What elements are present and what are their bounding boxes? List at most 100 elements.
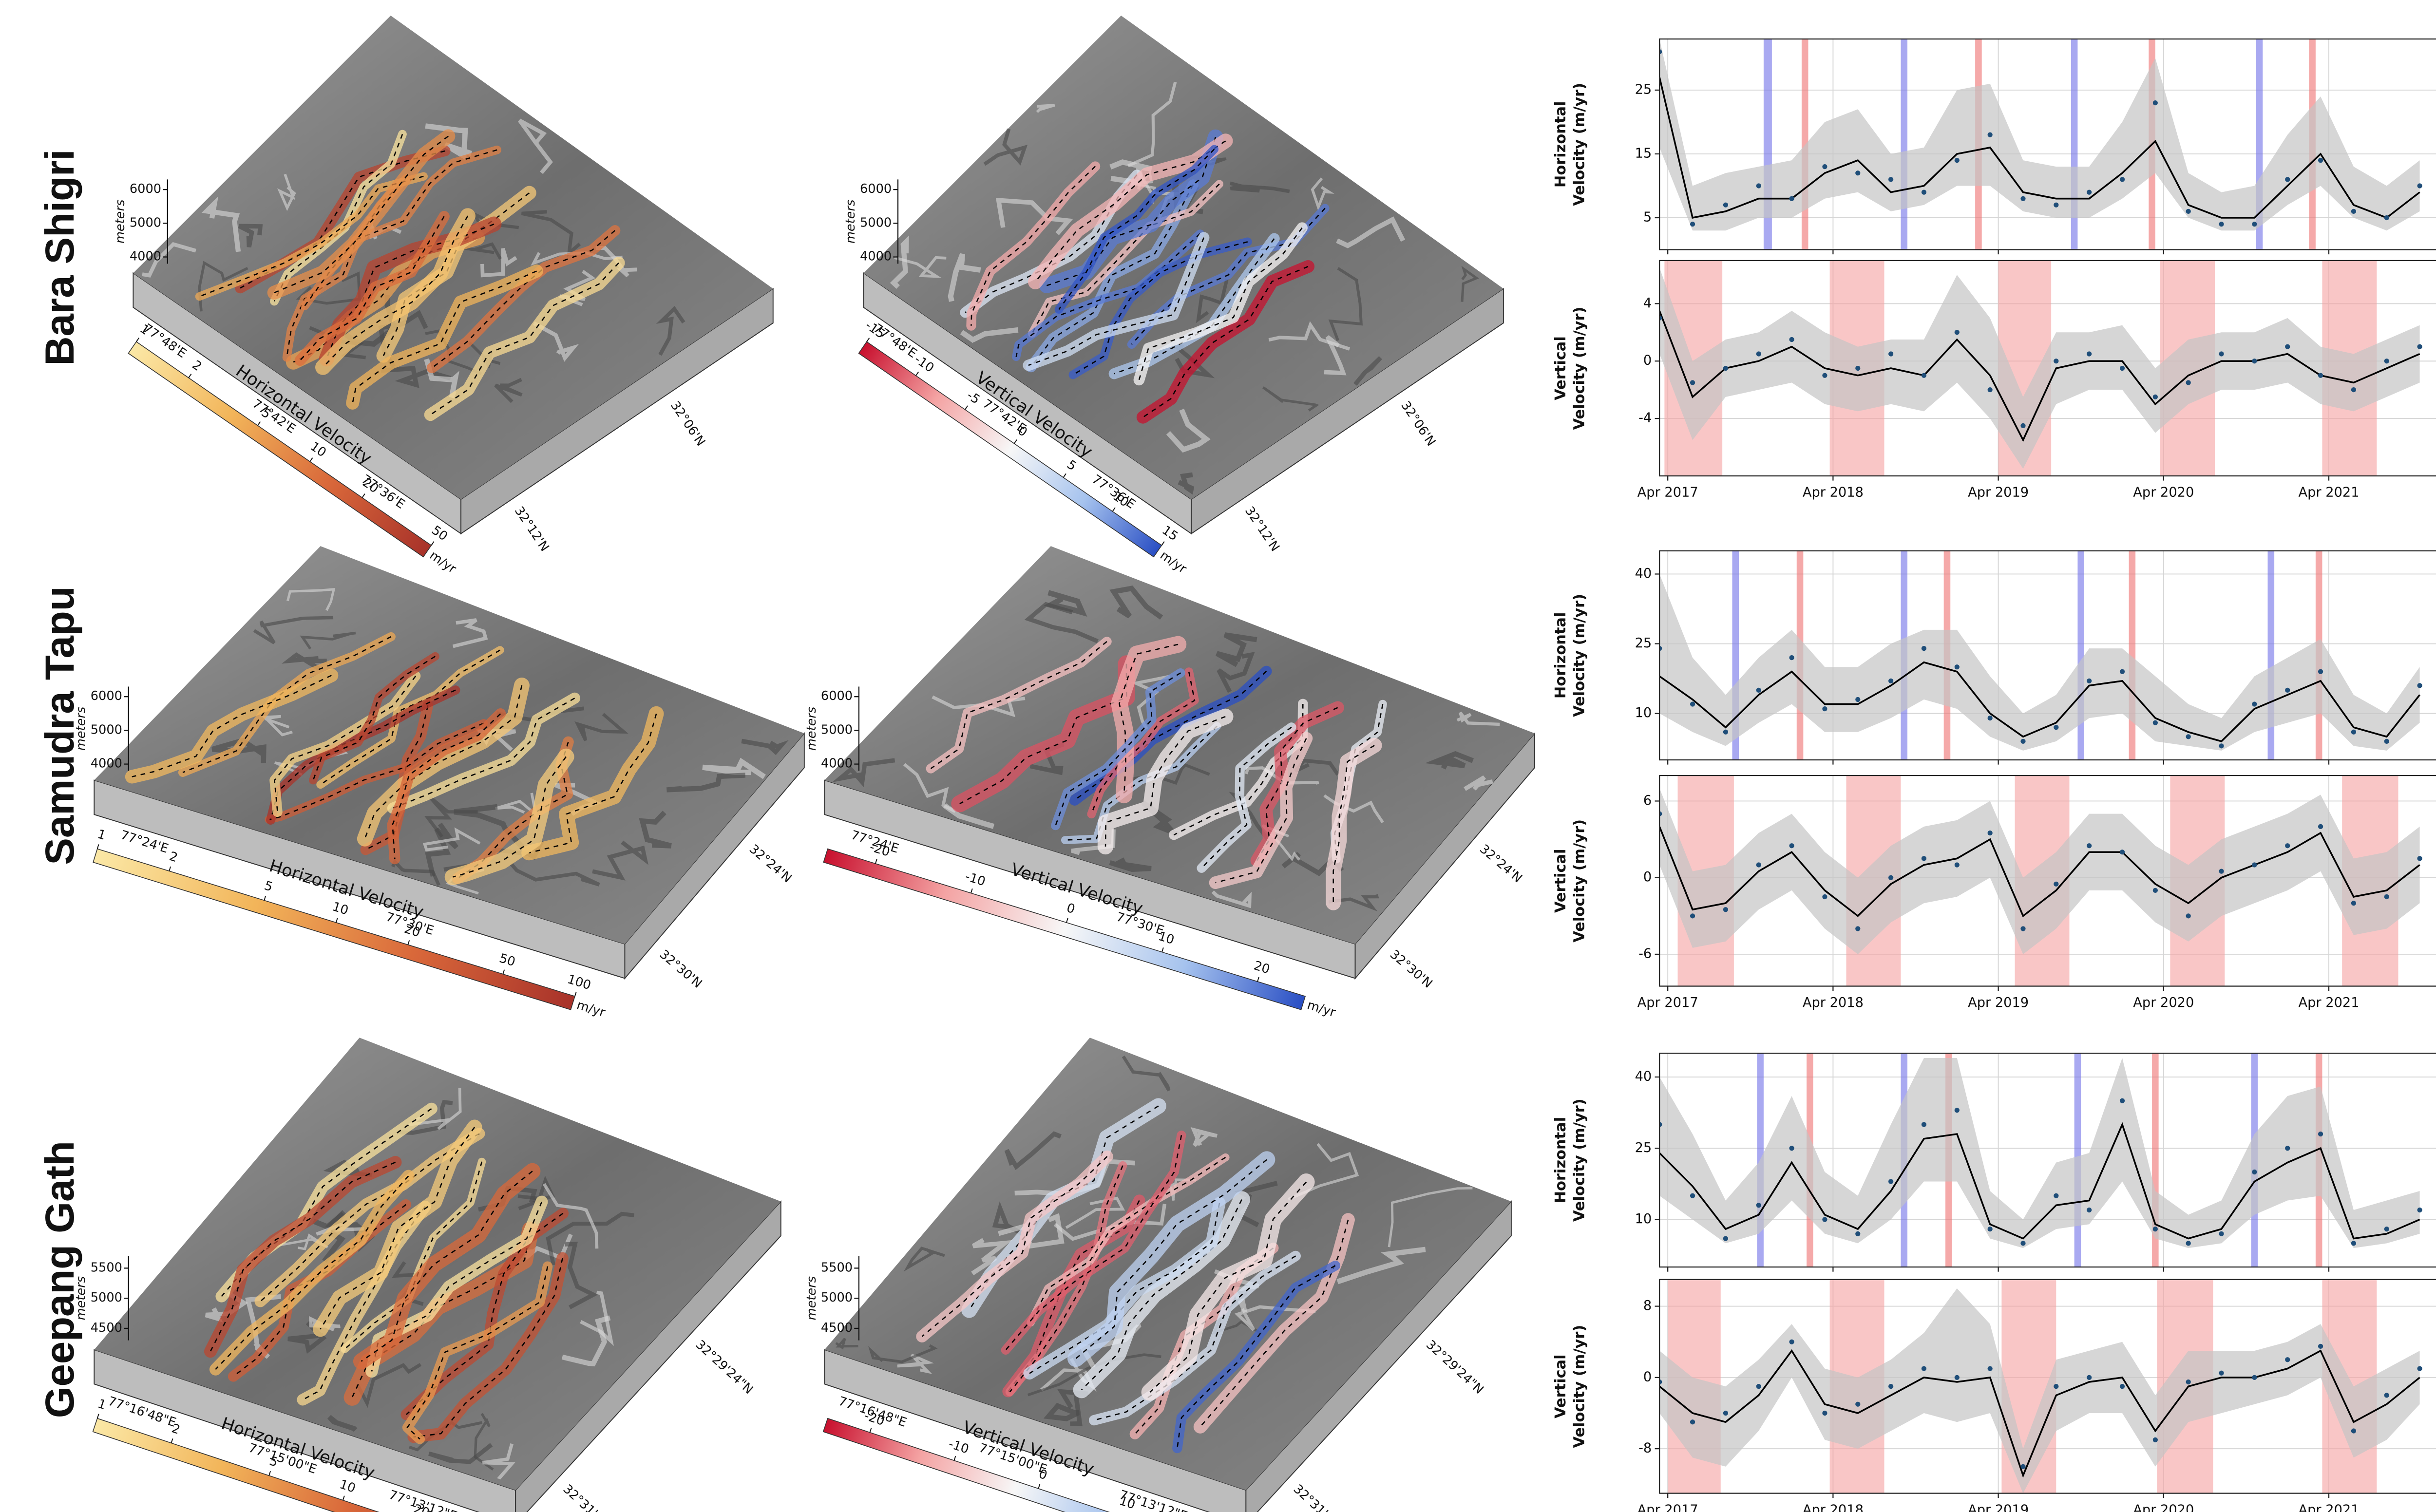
observation-dot — [1756, 1203, 1761, 1208]
observation-dot — [2318, 1132, 2323, 1136]
season-span — [1764, 39, 1772, 249]
x-tick-label: Apr 2017 — [1637, 485, 1698, 500]
observation-dot — [1955, 664, 1960, 669]
observation-dot — [2087, 1208, 2092, 1212]
elevation-tick-label: 5000 — [130, 215, 161, 230]
observation-dot — [2285, 1146, 2290, 1151]
observation-dot — [1855, 697, 1860, 702]
elevation-label: meters — [804, 1276, 819, 1320]
colorbar-tick — [1038, 1484, 1040, 1489]
y-axis-label: Horizontal — [1552, 612, 1569, 699]
observation-dot — [2120, 366, 2125, 371]
observation-dot — [2252, 359, 2257, 363]
elevation-tick-label: 4000 — [860, 249, 892, 264]
observation-dot — [2351, 901, 2356, 906]
elevation-label: meters — [74, 1276, 89, 1320]
figure: Bara ShigriSamudra TapuGeepang Gath40005… — [0, 0, 2436, 1512]
observation-dot — [2351, 1241, 2356, 1246]
colorbar-tick-label: 50 — [497, 951, 517, 969]
y-axis-label: Velocity (m/yr) — [1571, 819, 1588, 943]
lat-label: 32°30'N — [657, 947, 705, 991]
y-tick-label: 25 — [1635, 636, 1652, 651]
elevation-tick-label: 4000 — [91, 756, 122, 771]
observation-dot — [1855, 926, 1860, 931]
elevation-tick-label: 5000 — [821, 722, 853, 737]
observation-dot — [2020, 423, 2025, 428]
observation-dot — [1756, 183, 1761, 188]
observation-dot — [2252, 222, 2257, 227]
observation-dot — [1690, 1419, 1695, 1424]
x-tick-label: Apr 2020 — [2133, 485, 2194, 500]
elevation-tick-label: 4000 — [821, 756, 853, 771]
elevation-tick-label: 5500 — [91, 1260, 122, 1275]
observation-dot — [2153, 720, 2158, 725]
observation-dot — [2219, 869, 2224, 873]
elevation-tick-label: 6000 — [821, 689, 853, 703]
observation-dot — [2153, 100, 2158, 105]
observation-dot — [2285, 177, 2290, 182]
y-tick-label: 25 — [1635, 1140, 1652, 1155]
elevation-tick-label: 4000 — [130, 249, 161, 264]
observation-dot — [2186, 913, 2191, 918]
colorbar-tick — [97, 1414, 99, 1418]
observation-dot — [2120, 177, 2125, 182]
colorbar-tick — [875, 859, 877, 864]
observation-dot — [2417, 344, 2422, 349]
colorbar-tick-label: 2 — [190, 358, 204, 374]
lat-label: 32°29'24"N — [693, 1337, 756, 1397]
colorbar-tick-label: 10 — [1157, 929, 1176, 947]
observation-dot — [2219, 222, 2224, 227]
observation-dot — [2219, 351, 2224, 356]
observation-dot — [1789, 1146, 1794, 1151]
x-tick-label: Apr 2018 — [1803, 485, 1864, 500]
lat-label: 32°24'N — [746, 842, 795, 886]
colorbar-tick-label: 5 — [1064, 457, 1079, 474]
colorbar-tick — [343, 1496, 344, 1500]
observation-dot — [2318, 373, 2323, 378]
observation-dot — [1690, 380, 1695, 385]
row-label: Bara Shigri — [37, 149, 82, 365]
observation-dot — [1690, 701, 1695, 706]
colorbar-tick — [336, 918, 338, 923]
observation-dot — [1822, 1217, 1827, 1222]
colorbar-tick — [916, 372, 918, 376]
y-axis-label: Velocity (m/yr) — [1571, 1098, 1588, 1222]
observation-dot — [2219, 743, 2224, 748]
y-tick-label: 15 — [1635, 146, 1652, 161]
colorbar-tick — [965, 406, 968, 410]
y-tick-label: 40 — [1635, 1069, 1652, 1084]
x-tick-label: Apr 2019 — [1968, 1502, 2029, 1512]
colorbar-tick-label: 15 — [1159, 523, 1180, 544]
time-series-chart: 102540HorizontalVelocity (m/yr) — [1552, 551, 2436, 765]
season-span — [2077, 551, 2084, 760]
colorbar-tick — [169, 867, 171, 871]
observation-dot — [1822, 1411, 1827, 1416]
y-axis-label: Vertical — [1552, 849, 1569, 913]
observation-dot — [2054, 359, 2058, 363]
elevation-tick-label: 6000 — [91, 689, 122, 703]
observation-dot — [2417, 683, 2422, 688]
observation-dot — [2020, 926, 2025, 931]
y-axis-label: Velocity (m/yr) — [1571, 83, 1588, 206]
observation-dot — [1988, 1366, 1993, 1371]
observation-dot — [1955, 1108, 1960, 1113]
observation-dot — [2186, 1241, 2191, 1246]
observation-dot — [2285, 344, 2290, 349]
observation-dot — [2186, 209, 2191, 214]
observation-dot — [1922, 1122, 1926, 1127]
observation-dot — [1756, 862, 1761, 867]
colorbar-tick-label: 10 — [338, 1477, 357, 1496]
colorbar-tick-label: 10 — [331, 899, 350, 918]
observation-dot — [1955, 330, 1960, 335]
colorbar-tick-label: -5 — [964, 388, 983, 407]
colorbar-tick-label: 2 — [168, 849, 179, 865]
observation-dot — [2252, 1170, 2257, 1174]
observation-dot — [1988, 132, 1993, 137]
observation-dot — [1855, 366, 1860, 371]
lat-label: 32°12'N — [1242, 504, 1282, 554]
observation-dot — [2186, 380, 2191, 385]
y-axis-label: Horizontal — [1552, 101, 1569, 188]
observation-dot — [2417, 1208, 2422, 1212]
observation-dot — [2351, 730, 2356, 735]
observation-dot — [1822, 706, 1827, 711]
